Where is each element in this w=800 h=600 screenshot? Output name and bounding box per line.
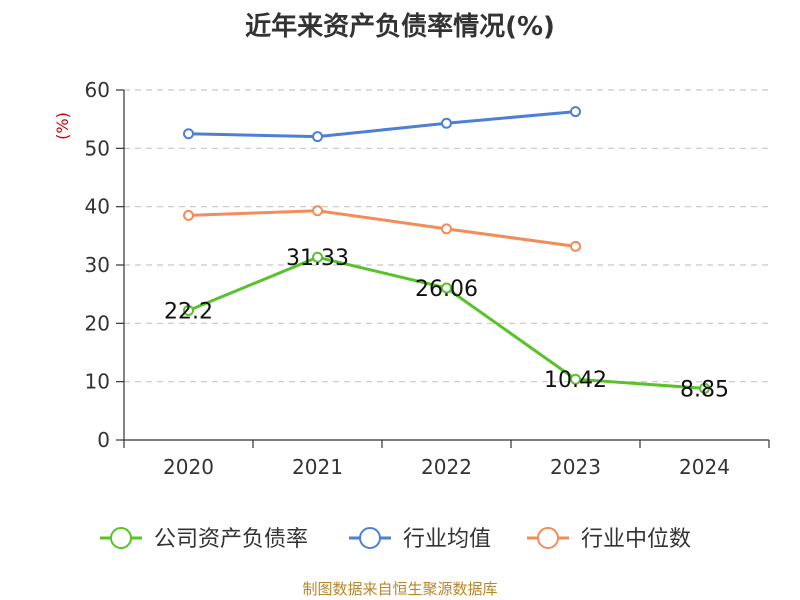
x-tick-label: 2021: [292, 455, 343, 479]
data-point: [441, 223, 452, 235]
legend-label: 公司资产负债率: [154, 527, 308, 552]
legend-marker: [110, 527, 132, 549]
y-tick-label: 60: [85, 78, 110, 102]
data-point: [183, 305, 194, 316]
data-point: [441, 117, 452, 129]
legend-label: 行业中位数: [581, 527, 691, 552]
data-label: 26.06: [415, 277, 478, 302]
series-line: [188, 110, 576, 139]
legend-marker: [359, 527, 381, 549]
y-tick-label: 30: [85, 253, 110, 277]
data-point: [570, 373, 581, 385]
data-point: [312, 251, 323, 263]
x-tick-label: 2024: [679, 455, 730, 479]
data-label: 10.42: [544, 368, 607, 393]
data-label: 22.2: [164, 300, 213, 325]
y-tick-label: 0: [97, 428, 110, 452]
data-point: [312, 205, 323, 217]
data-point: [183, 128, 194, 140]
data-label: 8.85: [680, 377, 729, 402]
y-tick-label: 50: [85, 136, 110, 160]
series-line: [188, 209, 576, 248]
chart-title: 近年来资产负债率情况(%): [245, 12, 555, 42]
legend: 公司资产负债率 行业均值 行业中位数: [100, 527, 691, 552]
legend-label: 行业均值: [403, 527, 491, 552]
data-label: 31.33: [286, 246, 349, 271]
series-layer: [183, 106, 710, 394]
y-tick-label: 20: [85, 311, 110, 335]
y-axis-label: (%): [53, 112, 72, 140]
x-tick-label: 2020: [163, 455, 214, 479]
y-tick-label: 40: [85, 195, 110, 219]
data-point: [441, 282, 452, 294]
data-point: [570, 106, 581, 118]
data-label-layer: 22.2 31.33 26.06 10.42 8.85: [164, 246, 729, 402]
axis-layer: 0 10 20 30 40 50 60 2020 2021 2022 2023 2024 (%): [53, 78, 770, 479]
x-tick-label: 2022: [421, 455, 472, 479]
y-tick-label: 10: [85, 370, 110, 394]
data-point: [312, 131, 323, 143]
source-note: 制图数据来自恒生聚源数据库: [302, 580, 498, 598]
data-point: [183, 209, 194, 221]
legend-marker: [537, 527, 559, 549]
data-point: [570, 240, 581, 252]
x-tick-label: 2023: [550, 455, 601, 479]
grid-layer: [124, 89, 769, 383]
data-point: [699, 382, 710, 394]
